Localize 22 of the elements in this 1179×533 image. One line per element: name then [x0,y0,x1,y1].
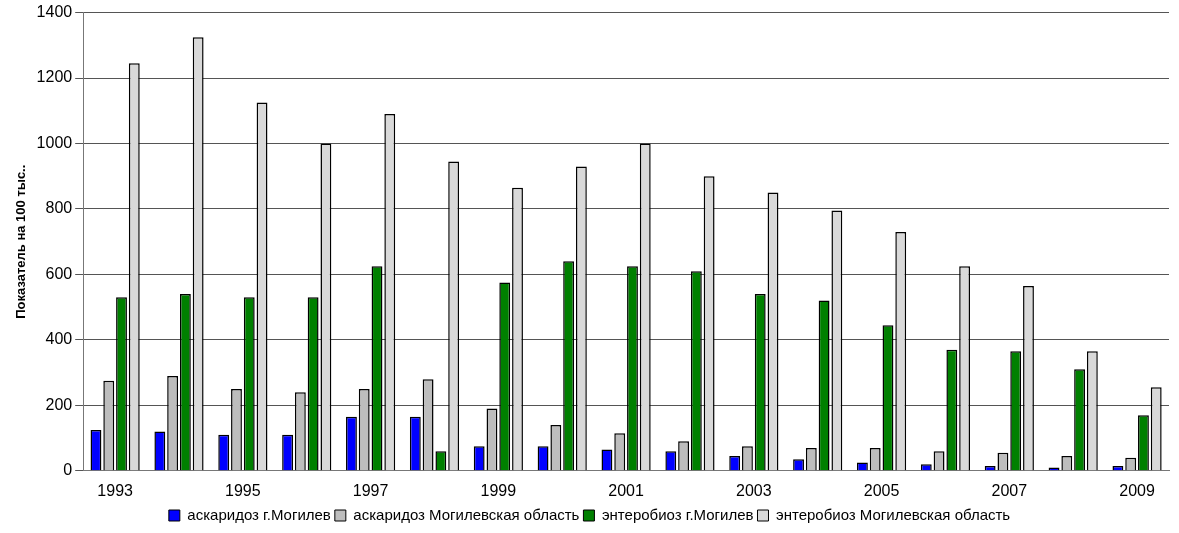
x-tick-label: 2007 [991,481,1028,499]
legend-label: аскаридоз Могилевская область [353,505,580,523]
x-tick-label: 2005 [863,481,900,499]
legend-label: энтеробиоз г.Могилев [601,505,754,523]
y-tick-label: 1200 [36,68,73,86]
x-tick-label: 2009 [1119,481,1155,499]
x-tick-label: 2003 [736,481,772,499]
y-tick-label: 0 [63,461,73,479]
x-tick-label: 2001 [608,481,644,499]
x-tick-label: 1999 [480,481,517,499]
x-tick-label: 1997 [352,481,389,499]
y-tick-label: 800 [45,199,73,217]
y-tick-label: 600 [45,264,73,282]
x-tick-label: 1995 [225,481,261,499]
y-tick-label: 1400 [36,3,73,21]
legend-label: аскаридоз г.Могилев [187,505,331,523]
legend-label: энтеробиоз Могилевская область [776,505,1011,523]
y-tick-label: 1000 [36,133,73,151]
y-tick-label: 400 [45,330,73,348]
x-tick-label: 1993 [97,481,134,499]
y-axis-title: Показатель на 100 тыс.. [13,164,29,319]
y-tick-label: 200 [45,395,73,413]
